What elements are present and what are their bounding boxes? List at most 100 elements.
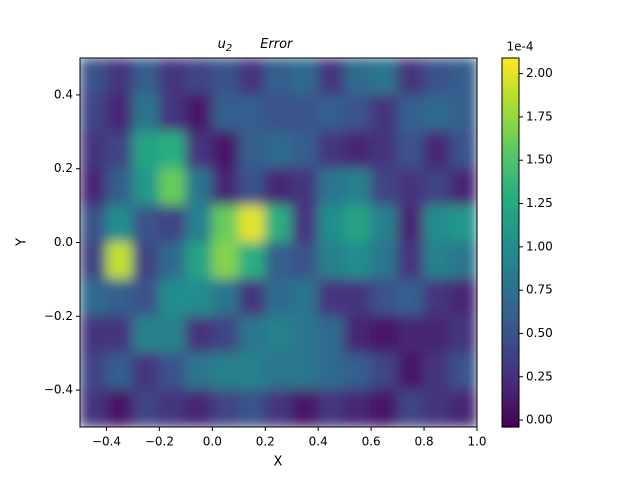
colorbar-slice <box>502 153 519 157</box>
heatmap-cell <box>238 278 266 317</box>
colorbar-slice <box>502 94 519 99</box>
colorbar-slice <box>502 128 519 133</box>
colorbar-slice <box>502 125 519 130</box>
heatmap-cell <box>397 168 425 207</box>
colorbar-slice <box>502 331 519 336</box>
heatmap-cell <box>105 278 134 317</box>
heatmap-cell <box>291 58 319 96</box>
heatmap-cell <box>185 205 213 243</box>
heatmap-cell <box>158 131 187 170</box>
colorbar-slice <box>502 217 519 222</box>
colorbar-slice <box>502 230 519 234</box>
heatmap-cell <box>132 94 160 133</box>
x-tick-label: −0.2 <box>145 435 174 449</box>
x-tick-label: 1.0 <box>467 435 486 449</box>
heatmap-cell <box>370 131 399 170</box>
heatmap-cell <box>132 205 160 243</box>
colorbar-slice <box>502 159 519 164</box>
heatmap-cell <box>211 168 240 207</box>
colorbar-tick-label: 1.75 <box>526 109 553 123</box>
colorbar-slice <box>502 362 519 367</box>
heatmap-cell <box>264 315 293 354</box>
heatmap-cell <box>158 352 187 391</box>
colorbar-slice <box>502 248 519 253</box>
colorbar-slice <box>502 371 519 376</box>
colorbar-slice <box>502 328 519 333</box>
heatmap-cell <box>80 352 107 391</box>
heatmap-cell <box>185 315 213 354</box>
colorbar-slice <box>502 380 519 385</box>
heatmap-cell <box>317 278 346 317</box>
heatmap-cell <box>80 315 107 354</box>
colorbar-slice <box>502 356 519 360</box>
colorbar-slice <box>502 150 519 154</box>
y-axis-label: Y <box>15 238 30 247</box>
heatmap-cell <box>105 94 134 133</box>
colorbar-slice <box>502 196 519 201</box>
colorbar-slice <box>502 307 519 311</box>
colorbar-slice <box>502 171 519 176</box>
heatmap-cell <box>344 168 372 207</box>
colorbar-slice <box>502 156 519 161</box>
heatmap-cell <box>397 94 425 133</box>
colorbar-slice <box>502 116 519 121</box>
colorbar-slice <box>502 122 519 127</box>
heatmap-cell <box>450 389 477 427</box>
heatmap-cell <box>238 94 266 133</box>
colorbar-slice <box>502 282 519 287</box>
colorbar-slice <box>502 119 519 124</box>
heatmap-cell <box>105 242 134 280</box>
heatmap-cell <box>397 242 425 280</box>
y-tick-label: 0.2 <box>54 161 73 175</box>
heatmap-cell <box>450 315 477 354</box>
title-text: Error <box>260 37 294 52</box>
heatmap-cell <box>211 205 240 243</box>
heatmap-cell <box>264 278 293 317</box>
heatmap-cell <box>238 205 266 243</box>
x-tick-label: 0.2 <box>256 435 275 449</box>
heatmap-cell <box>238 168 266 207</box>
colorbar-slice <box>502 276 519 280</box>
heatmap-cell <box>450 58 477 96</box>
heatmap-cell <box>185 242 213 280</box>
heatmap-cell <box>397 352 425 391</box>
heatmap-cell <box>80 242 107 280</box>
colorbar-tick-label: 1.25 <box>526 196 553 210</box>
colorbar-tick-label: 0.00 <box>526 413 553 427</box>
heatmap-cell <box>132 168 160 207</box>
colorbar-slice <box>502 131 519 136</box>
heatmap-cell <box>80 94 107 133</box>
heatmap-cell <box>105 131 134 170</box>
colorbar-slice <box>502 137 519 142</box>
colorbar-slice <box>502 181 519 185</box>
heatmap-cell <box>397 389 425 427</box>
heatmap-cell <box>132 242 160 280</box>
heatmap-cell <box>158 94 187 133</box>
heatmap-cell <box>291 389 319 427</box>
heatmap-cell <box>450 352 477 391</box>
heatmap-cell <box>423 205 452 243</box>
heatmap-cell <box>291 352 319 391</box>
heatmap-cell <box>370 352 399 391</box>
colorbar-slice <box>502 423 519 428</box>
colorbar-slice <box>502 162 519 167</box>
colorbar-slice <box>502 251 519 256</box>
heatmap-cell <box>450 131 477 170</box>
heatmap-cell <box>370 315 399 354</box>
colorbar-slice <box>502 76 519 81</box>
heatmap-cell <box>80 278 107 317</box>
colorbar-slice <box>502 202 519 207</box>
heatmap-cell <box>423 278 452 317</box>
colorbar-slice <box>502 227 519 231</box>
y-tick-label: −0.4 <box>44 383 73 397</box>
y-tick-label: 0.4 <box>54 87 73 101</box>
heatmap-cell <box>264 205 293 243</box>
colorbar-slice <box>502 347 519 351</box>
colorbar-slice <box>502 405 519 410</box>
colorbar-slice <box>502 177 519 182</box>
colorbar-slice <box>502 257 519 262</box>
colorbar-slice <box>502 214 519 219</box>
heatmap-cell <box>344 131 372 170</box>
heatmap-cell <box>344 242 372 280</box>
heatmap-cell <box>80 168 107 207</box>
